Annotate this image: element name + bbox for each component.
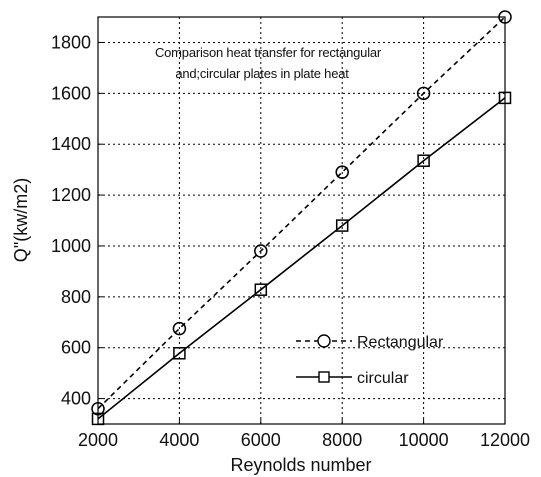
legend-label-rectangular: Rectangular [357,334,444,351]
x-tick-label: 12000 [480,430,530,450]
y-tick-label: 1000 [51,236,91,256]
annotation-line-1: Comparison heat transfer for rectangular [155,45,382,60]
x-tick-label: 4000 [159,430,199,450]
legend-label-circular: circular [357,370,409,387]
series-line-rectangular [97,16,506,410]
annotation-line-2: and;circular plates in plate heat [175,66,349,81]
series-line-circular [97,97,506,420]
y-tick-label: 400 [61,389,91,409]
y-tick-label: 1400 [51,134,91,154]
data-point-rectangular [335,165,349,179]
y-tick-label: 600 [61,338,91,358]
legend-marker-circular [318,371,330,383]
series-layer [91,10,512,426]
y-tick-label: 800 [61,287,91,307]
data-point-circular [417,154,430,167]
data-point-circular [498,91,512,105]
y-axis-label: Q"(kw/m2) [11,178,31,262]
data-point-circular [254,283,268,296]
x-axis-label: Reynolds number [230,455,371,475]
data-point-rectangular [416,86,431,101]
x-tick-label: 2000 [78,430,118,450]
plot-frame [97,16,506,425]
data-point-circular [173,347,186,360]
y-tick-label: 1600 [51,83,91,103]
x-tick-label: 8000 [322,430,362,450]
y-tick-label: 1800 [51,32,91,52]
data-point-rectangular [91,401,105,416]
legend: Rectangular circular [296,334,444,387]
x-tick-label: 10000 [399,430,449,450]
x-tick-label: 6000 [241,430,281,450]
data-point-circular [91,412,105,426]
data-point-rectangular [498,10,512,24]
tick-labels: 2000 4000 6000 8000 10000 12000 400 600 800 1000 1… [51,32,530,450]
data-point-rectangular [254,244,268,258]
y-tick-label: 1200 [51,185,91,205]
legend-marker-rectangular [317,334,331,348]
data-point-rectangular [172,321,187,336]
data-point-circular [335,219,349,232]
plot-background [98,17,505,424]
